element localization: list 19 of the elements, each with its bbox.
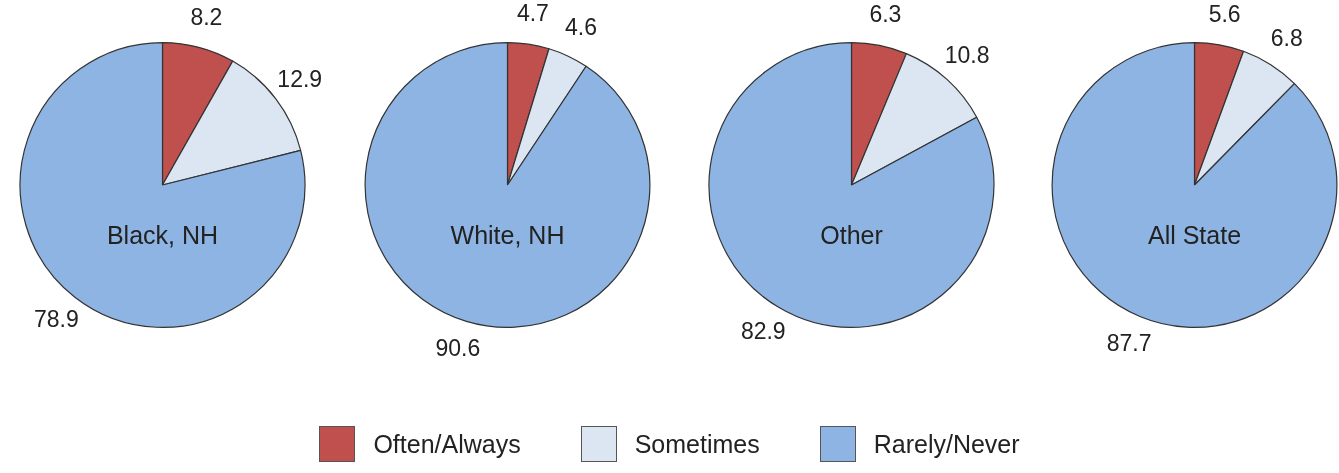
text: Other [820,220,883,249]
legend-label: Often/Always [373,429,521,459]
data-label: 4.7 [516,0,549,26]
text: Black, NH [106,220,219,249]
data-label: 78.9 [34,306,79,333]
text: White, NH [450,220,565,249]
data-label: 6.3 [869,1,902,28]
data-label: 8.2 [190,3,223,30]
data-label: 90.6 [435,335,481,362]
data-label: 6.8 [1270,24,1303,51]
data-label: 4.6 [564,14,597,41]
data-label: 10.8 [944,42,990,69]
data-label: 82.9 [740,318,786,345]
data-label: 87.7 [1106,329,1152,356]
data-label: 5.6 [1208,0,1241,27]
text: All State [1147,220,1242,249]
data-label: 12.9 [277,65,323,92]
legend-label: Sometimes [634,429,760,459]
legend-label: Rarely/Never [873,429,1020,459]
